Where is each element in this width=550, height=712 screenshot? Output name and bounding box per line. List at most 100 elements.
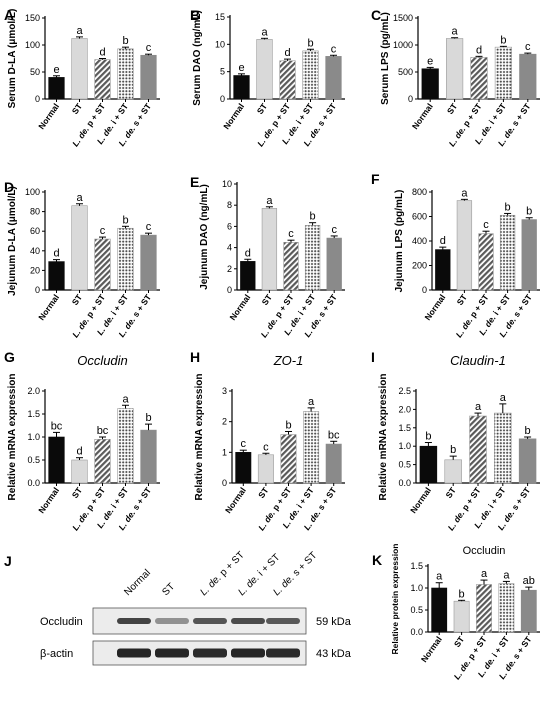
bar <box>519 53 537 100</box>
bar <box>94 59 111 100</box>
y-axis-label: Relative mRNA expression <box>7 374 18 501</box>
bar <box>326 237 342 291</box>
significance-letter: bc <box>97 425 109 437</box>
y-tick-label: 0.0 <box>27 478 40 488</box>
y-tick-label: 0.5 <box>410 605 423 615</box>
bar <box>520 589 537 633</box>
blot-size-label: 43 kDa <box>316 648 352 660</box>
bar <box>499 214 516 291</box>
y-tick-label: 500 <box>398 67 413 77</box>
x-tick-label: ST <box>70 101 85 116</box>
blot-band <box>193 648 227 658</box>
bar <box>419 445 438 484</box>
bar <box>302 50 319 100</box>
significance-letter: b <box>505 201 511 213</box>
panel-label: C <box>371 7 381 23</box>
significance-letter: e <box>238 62 244 74</box>
significance-letter: b <box>525 425 531 437</box>
bar <box>283 242 299 291</box>
x-tick-label: ST <box>260 292 275 307</box>
bar <box>453 600 470 633</box>
bar <box>325 443 342 484</box>
significance-letter: b <box>310 211 316 223</box>
x-tick-label: ST <box>452 634 467 649</box>
bar <box>256 39 273 100</box>
chart-title: ZO-1 <box>273 353 304 368</box>
y-tick-label: 0.0 <box>398 478 411 488</box>
bar <box>94 438 111 484</box>
bar <box>48 261 65 291</box>
y-tick-label: 50 <box>30 67 40 77</box>
blot-band <box>266 648 300 658</box>
x-tick-label: ST <box>70 292 85 307</box>
significance-letter: d <box>284 47 290 59</box>
bar <box>325 56 342 100</box>
blot-band <box>266 618 300 624</box>
significance-letter: c <box>146 221 152 233</box>
y-tick-label: 80 <box>30 207 40 217</box>
y-axis-label: Relative mRNA expression <box>378 374 389 501</box>
x-tick-label: Normal <box>36 292 61 322</box>
x-tick-label: Normal <box>422 292 447 322</box>
blot-protein-label: β-actin <box>40 648 73 660</box>
significance-letter: a <box>76 192 83 204</box>
significance-letter: a <box>308 396 315 408</box>
bar <box>470 57 488 100</box>
bar <box>261 208 278 291</box>
bar <box>498 583 515 633</box>
bar <box>444 459 462 484</box>
y-tick-label: 6 <box>227 221 232 231</box>
significance-letter: a <box>436 571 443 583</box>
significance-letter: c <box>331 224 337 236</box>
panel-label: F <box>371 171 380 187</box>
y-tick-label: 1.0 <box>410 583 423 593</box>
blot-band <box>117 618 151 624</box>
panel-label: J <box>4 553 12 569</box>
y-tick-label: 2 <box>227 264 232 274</box>
y-tick-label: 0 <box>227 285 232 295</box>
y-tick-label: 15 <box>215 12 225 22</box>
y-tick-label: 40 <box>30 246 40 256</box>
bar <box>257 454 274 484</box>
bar <box>117 227 134 291</box>
y-axis-label: Jejunum LPS (pg/mL) <box>394 190 405 293</box>
chart-k: K Occludin 0.0 0.5 1.0 1.5 Relative protein ex… <box>372 543 540 681</box>
x-tick-label: Normal <box>36 101 61 131</box>
bar <box>521 219 537 291</box>
x-tick-label: Normal <box>223 485 248 515</box>
y-tick-label: 100 <box>25 40 40 50</box>
y-tick-label: 2.0 <box>398 404 411 414</box>
significance-letter: a <box>261 26 268 38</box>
bar <box>233 75 250 100</box>
y-axis-label: Jejunum DAO (ng/mL) <box>199 184 210 290</box>
y-tick-label: 0.5 <box>398 460 411 470</box>
bar <box>94 238 111 291</box>
bar <box>435 249 451 291</box>
bar <box>494 46 512 100</box>
y-tick-label: 1.5 <box>27 409 40 419</box>
panel-label: K <box>372 552 382 568</box>
y-tick-label: 0 <box>220 94 225 104</box>
significance-letter: b <box>450 444 456 456</box>
panel-label: I <box>371 349 375 365</box>
y-tick-label: 1000 <box>393 40 413 50</box>
bar <box>431 587 448 633</box>
significance-letter: b <box>122 35 128 47</box>
y-tick-label: 0 <box>422 285 427 295</box>
y-tick-label: 1.0 <box>27 432 40 442</box>
panel-label: B <box>190 7 200 23</box>
lane-label: ST <box>160 581 177 598</box>
significance-letter: d <box>99 47 105 59</box>
x-tick-label: ST <box>70 485 85 500</box>
x-tick-label: ST <box>443 485 458 500</box>
y-tick-label: 1.0 <box>398 441 411 451</box>
chart-a: A 0 50 100 150 Serum D-LA (μmol/L) e Normal a ST d… <box>4 7 160 148</box>
blot-band <box>193 618 227 624</box>
y-tick-label: 1.5 <box>410 561 423 571</box>
significance-letter: b <box>307 37 313 49</box>
significance-letter: c <box>100 225 106 237</box>
y-tick-label: 100 <box>25 187 40 197</box>
